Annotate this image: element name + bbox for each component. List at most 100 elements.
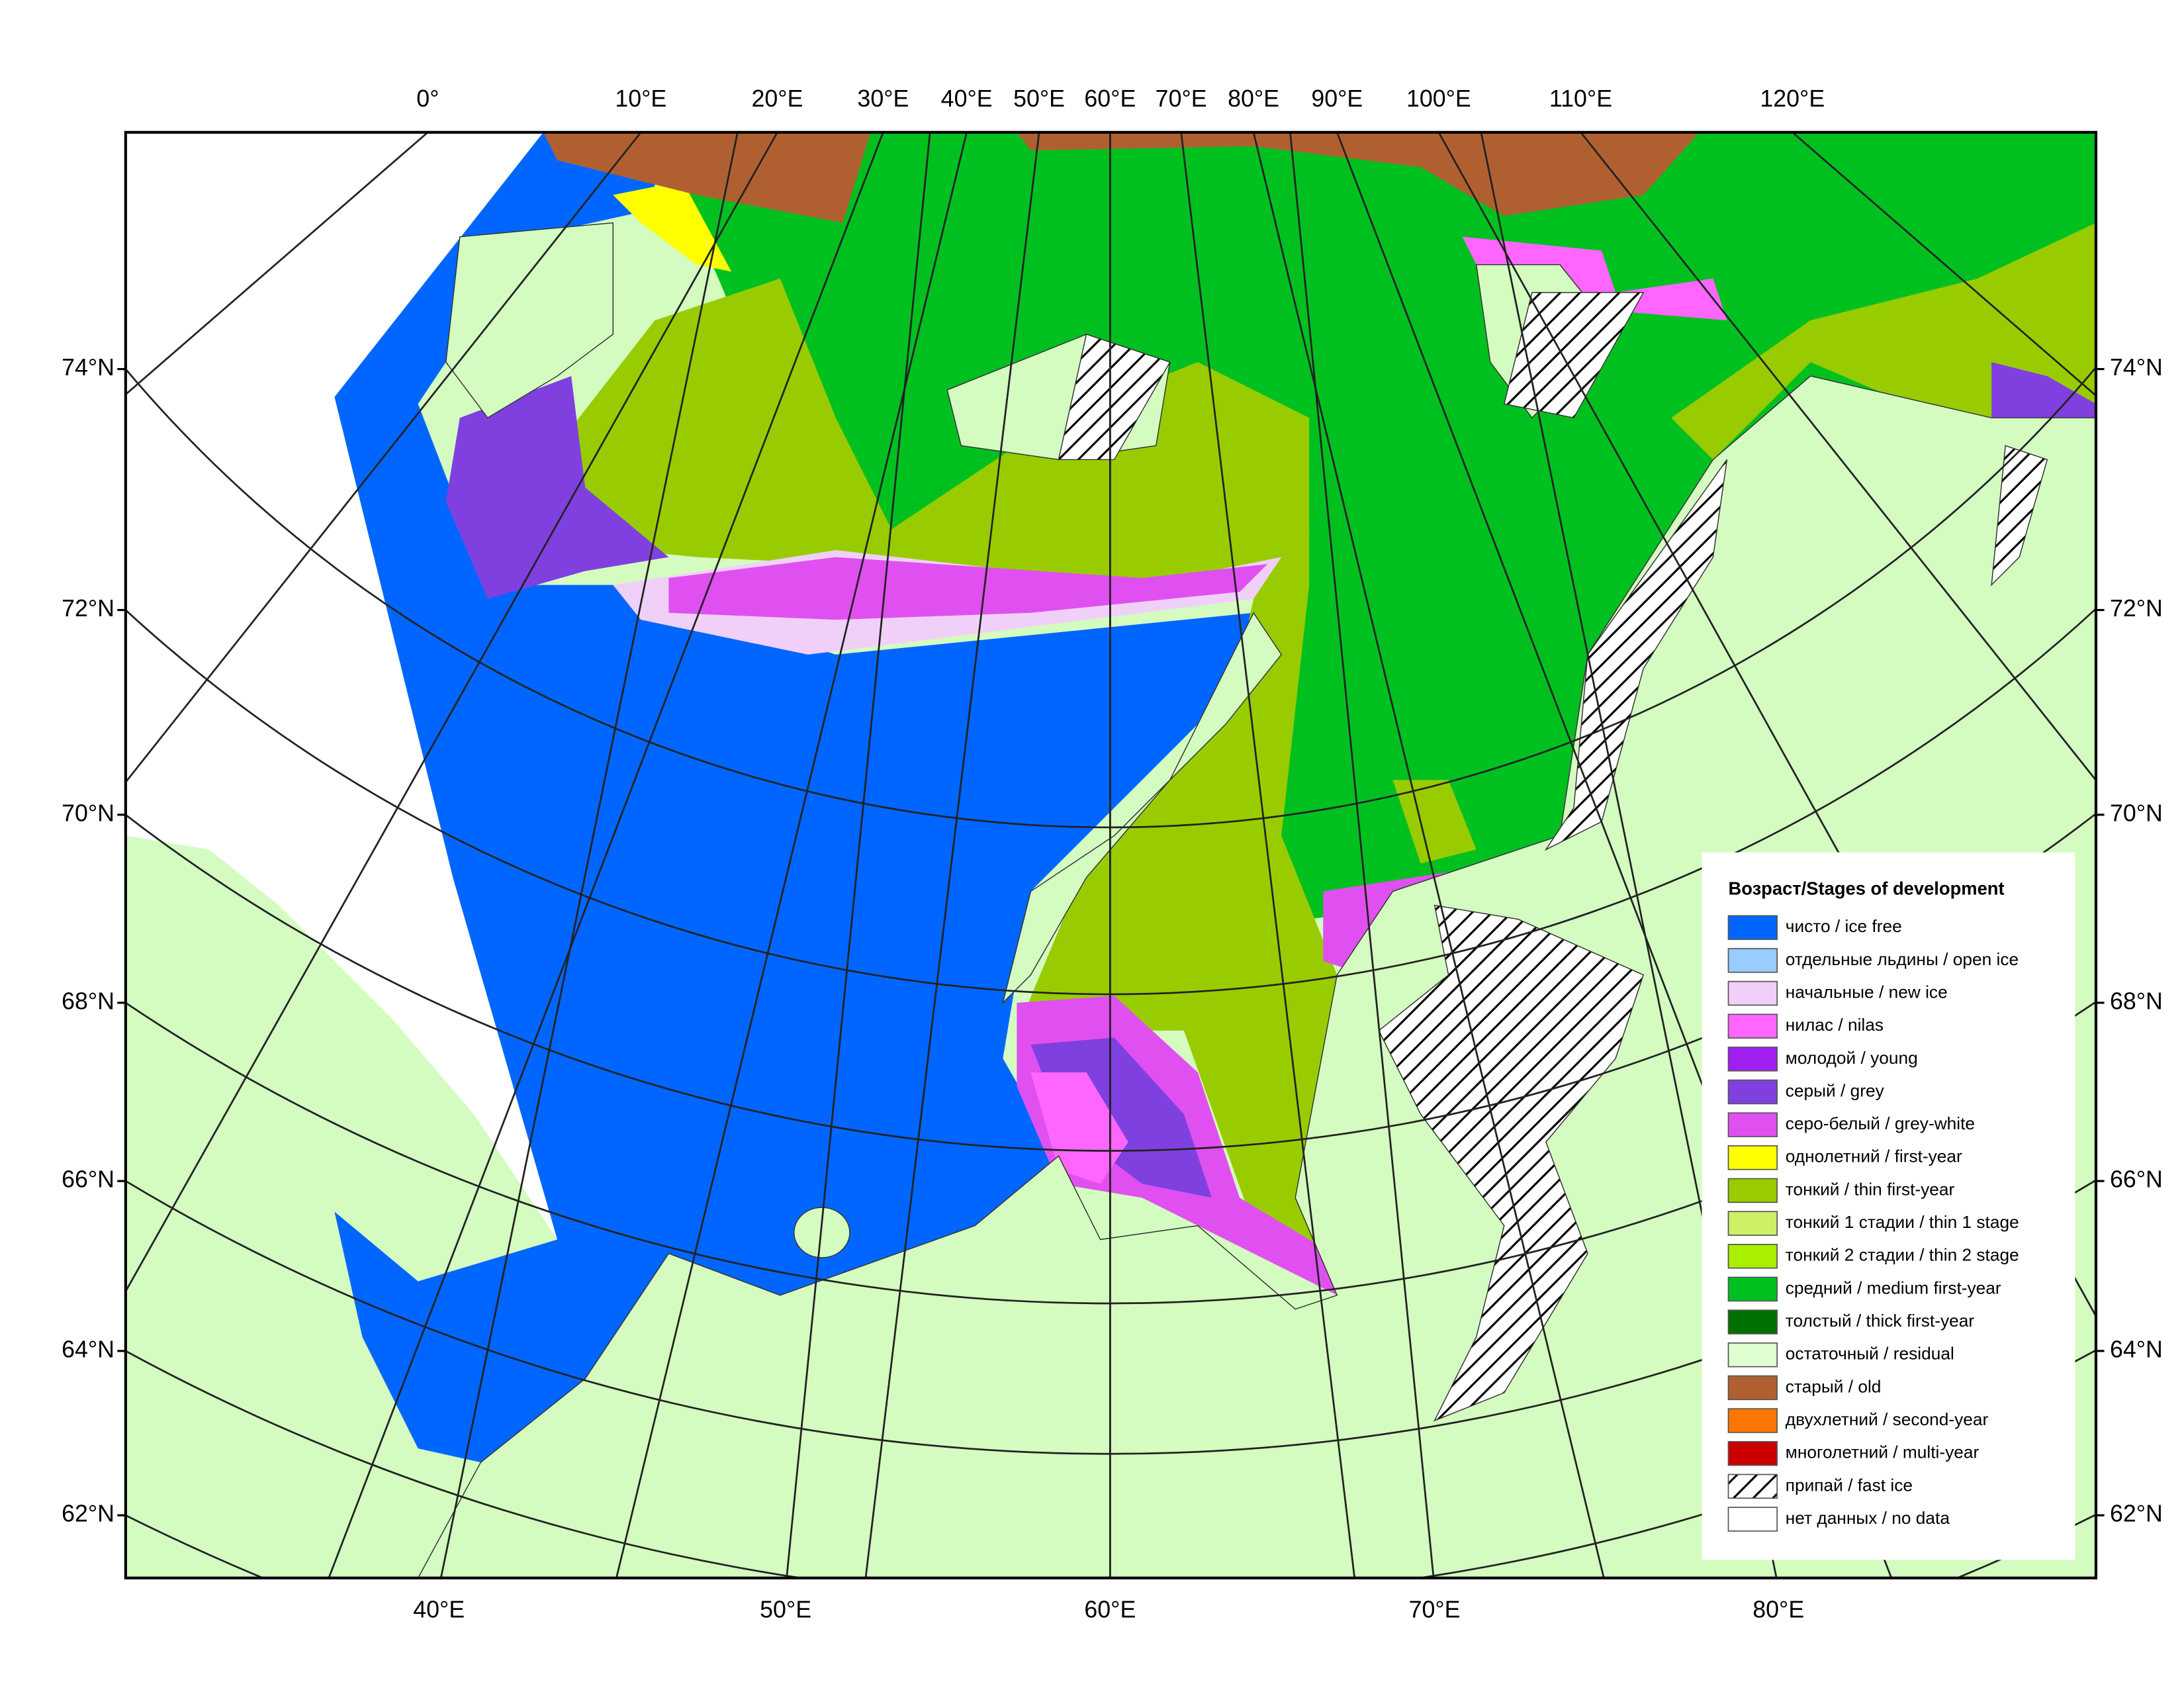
legend-swatch: [1727, 1342, 1778, 1368]
parallel: [125, 812, 2096, 1152]
nilas: [1462, 236, 1727, 320]
longitude-label: 50°E: [760, 1597, 811, 1623]
legend-label: тонкий 2 стадии / thin 2 stage: [1786, 1245, 2019, 1265]
legend-swatch: [1727, 1079, 1778, 1105]
frame: [124, 130, 2098, 1579]
legend-swatch: [1727, 1244, 1778, 1269]
longitude-label: 30°E: [857, 85, 909, 112]
island: [794, 1207, 850, 1258]
longitude-label: 110°E: [1549, 85, 1612, 112]
meridian: [1252, 132, 1605, 1578]
legend-swatch: [1727, 948, 1778, 973]
longitude-label: 100°E: [1406, 85, 1471, 112]
longitude-label: 70°E: [1156, 85, 1207, 112]
legend-label: нилас / nilas: [1786, 1015, 1884, 1035]
longitude-label: 90°E: [1311, 85, 1363, 112]
meridian: [1289, 132, 1435, 1578]
legend-label: двухлетний / second-year: [1786, 1409, 1989, 1429]
legend-swatch: [1727, 980, 1778, 1006]
legend-label: остаточный / residual: [1786, 1344, 1954, 1364]
latitude-label: 68°N: [2110, 988, 2163, 1014]
legend-label: старый / old: [1786, 1376, 1882, 1396]
grey: [445, 376, 669, 599]
legend-label: молодой / young: [1786, 1048, 1918, 1068]
legend-label: припай / fast ice: [1786, 1475, 1913, 1495]
longitude-label: 60°E: [1084, 1597, 1136, 1623]
fast-ice: [1503, 292, 1645, 419]
legend-label: отдельные льдины / open ice: [1786, 949, 2019, 969]
meridian: [328, 132, 884, 1578]
legend-title: Возраст/Stages of development: [1729, 878, 2005, 899]
legend-label: многолетний / multi-year: [1786, 1442, 1979, 1462]
latitude-label: 66°N: [2110, 1166, 2163, 1193]
latitude-label: 62°N: [2110, 1501, 2163, 1527]
legend-swatch: [1727, 1276, 1778, 1302]
legend-label: толстый / thick first-year: [1786, 1311, 1975, 1331]
legend-swatch: [1727, 1112, 1778, 1137]
latitude-label: 72°N: [2110, 595, 2163, 622]
meridian: [1579, 132, 2096, 782]
ice-free: [334, 132, 1254, 1463]
latitude-label: 70°N: [2110, 800, 2163, 826]
thin-first-year: [557, 278, 1338, 1254]
legend-label: серый / grey: [1786, 1080, 1885, 1100]
longitude-label: 80°E: [1752, 1597, 1804, 1623]
meridian: [864, 132, 1040, 1578]
longitude-label: 0°: [416, 85, 439, 112]
legend-label: чисто / ice free: [1786, 916, 1902, 936]
peninsula: [1001, 612, 1283, 1005]
legend-swatch: [1727, 1474, 1778, 1499]
meridian: [125, 132, 643, 784]
latitude-label: 62°N: [62, 1501, 114, 1527]
coordinate-labels: 0° 10°E 20°E 30°E 40°E 50°E 60°E 70°E 80°E 90°E 10…: [62, 85, 2163, 1623]
longitude-label: 80°E: [1228, 85, 1279, 112]
latitude-label: 70°N: [62, 800, 114, 826]
parallel: [125, 1178, 2096, 1454]
latitude-label: 68°N: [62, 988, 114, 1014]
longitude-label: 40°E: [941, 85, 993, 112]
island: [445, 222, 614, 419]
latitude-label: 66°N: [62, 1166, 114, 1193]
first-year: [613, 181, 732, 272]
fast-ice: [1544, 459, 1728, 851]
mainland: [417, 375, 2096, 1578]
old: [1017, 132, 1700, 216]
latitude-label: 74°N: [2110, 354, 2163, 381]
longitude-label: 20°E: [752, 85, 803, 112]
legend-swatch: [1727, 1211, 1778, 1236]
fast-ice: [1378, 904, 1645, 1422]
legend-swatch: [1727, 1013, 1778, 1039]
parallel: [125, 365, 2096, 828]
parallel: [125, 606, 2096, 995]
thin-first-year: [1671, 222, 2096, 460]
legend-label: средний / medium first-year: [1786, 1278, 2001, 1297]
latitude-label: 74°N: [62, 354, 114, 381]
legend: Возраст/Stages of development чисто / ic…: [1702, 852, 2075, 1560]
legend-swatch: [1727, 1145, 1778, 1170]
fast-ice: [1991, 445, 2048, 586]
legend-label: тонкий / thin first-year: [1786, 1179, 1955, 1199]
legend-swatch: [1727, 915, 1778, 940]
latitude-label: 64°N: [62, 1336, 114, 1362]
legend-swatch: [1727, 1507, 1778, 1532]
thin-first-year: [1392, 780, 1477, 864]
longitude-label: 70°E: [1409, 1597, 1461, 1623]
legend-label: серо-белый / grey-white: [1786, 1113, 1975, 1133]
longitude-label: 50°E: [1013, 85, 1065, 112]
fast-ice: [1058, 333, 1171, 461]
legend-swatch: [1727, 1440, 1778, 1466]
legend-swatch: [1727, 1178, 1778, 1203]
grey-white: [668, 557, 1268, 620]
meridian: [125, 132, 779, 1293]
meridian: [439, 132, 739, 1578]
meridian: [615, 132, 968, 1578]
latitude-label: 64°N: [2110, 1336, 2163, 1362]
meridian: [786, 132, 931, 1578]
longitude-label: 120°E: [1760, 85, 1825, 112]
no-data: [125, 132, 558, 1240]
old: [543, 132, 871, 223]
longitude-label: 10°E: [615, 85, 666, 112]
